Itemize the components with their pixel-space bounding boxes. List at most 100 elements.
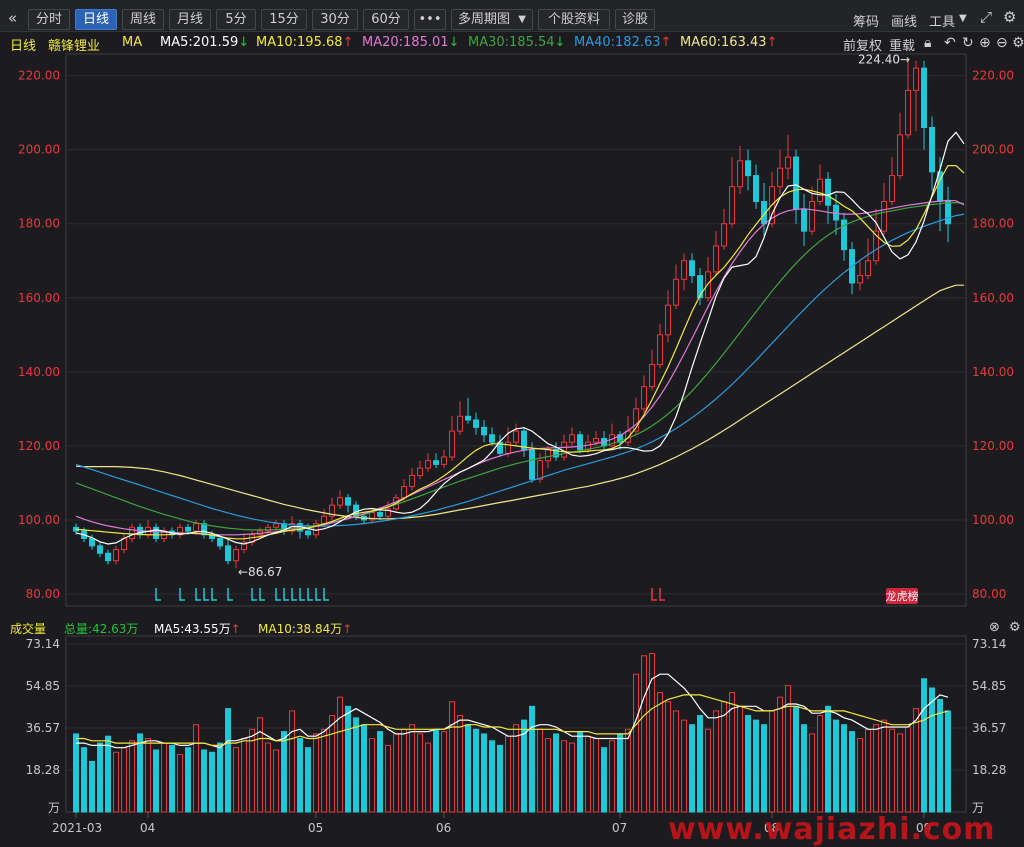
- volume-bar: [865, 728, 871, 813]
- high-price-annotation: 224.40→: [858, 52, 910, 66]
- price-tick-left: 120.00: [18, 439, 60, 453]
- volume-bar: [225, 708, 231, 813]
- ma5-value: MA5:201.59↓: [160, 35, 250, 50]
- candle-body: [905, 89, 911, 136]
- signal-mark: [283, 588, 289, 601]
- draw-line-button[interactable]: 画线: [891, 15, 918, 30]
- volume-bar: [193, 724, 199, 813]
- volume-bar: [793, 705, 799, 813]
- ma60-value: MA60:163.43↑: [680, 35, 778, 50]
- stock-info-button[interactable]: 个股资料: [538, 9, 610, 30]
- tab-30min[interactable]: 30分: [312, 9, 358, 30]
- candle-body: [641, 386, 647, 410]
- candle-body: [529, 449, 535, 480]
- candle: [713, 231, 719, 276]
- tools-button[interactable]: 工具: [929, 15, 956, 30]
- candle: [465, 397, 471, 424]
- tab-monthly[interactable]: 月线: [169, 9, 211, 30]
- zoom-in-icon[interactable]: ⊕: [979, 35, 991, 51]
- candle-body: [553, 449, 559, 458]
- volume-tick-right: 36.57: [972, 721, 1006, 735]
- candle-body: [897, 134, 903, 177]
- candle-body: [721, 223, 727, 247]
- candle: [145, 519, 151, 539]
- candle: [441, 449, 447, 469]
- low-price-annotation: ←86.67: [238, 565, 282, 579]
- volume-tick-left: 54.85: [26, 679, 60, 693]
- candle-body: [337, 497, 343, 506]
- collapse-left-icon[interactable]: «: [8, 9, 18, 27]
- candle-body: [265, 526, 271, 532]
- diagnose-button[interactable]: 诊股: [615, 9, 655, 30]
- volume-bar: [313, 733, 319, 813]
- candle: [201, 519, 207, 539]
- period-toolbar: « 分时 日线 周线 月线 5分 15分 30分 60分 ••• 多周期图 ▼ 个…: [0, 0, 1024, 32]
- tab-weekly[interactable]: 周线: [122, 9, 164, 30]
- more-periods-button[interactable]: •••: [414, 9, 446, 30]
- volume-bar: [529, 705, 535, 813]
- candle-body: [537, 460, 543, 480]
- reload-button[interactable]: 重载: [889, 39, 916, 54]
- volume-bar: [817, 715, 823, 813]
- volume-bar: [601, 747, 607, 813]
- candle-body: [617, 434, 623, 443]
- candle-body: [185, 526, 191, 532]
- candle: [689, 253, 695, 283]
- candle: [721, 208, 727, 250]
- candle: [521, 427, 527, 457]
- candle: [337, 490, 343, 509]
- settings-gear-icon[interactable]: ⚙: [1003, 8, 1017, 26]
- chevron-down-icon[interactable]: ▼: [959, 13, 967, 24]
- settings-gear-icon[interactable]: ⚙: [1012, 35, 1024, 51]
- settings-gear-icon[interactable]: ⚙: [1009, 620, 1021, 635]
- candle-body: [305, 530, 311, 536]
- candle: [809, 186, 815, 235]
- volume-ma10-line: [76, 694, 949, 747]
- candle: [641, 375, 647, 413]
- candle-body: [329, 504, 335, 517]
- volume-bar: [121, 747, 127, 813]
- candle-body: [545, 449, 551, 462]
- candle-body: [929, 126, 935, 173]
- candle: [873, 208, 879, 265]
- candle-body: [809, 201, 815, 232]
- candle: [753, 164, 759, 209]
- chevron-down-icon: ▼: [518, 14, 526, 25]
- price-tick-left: 100.00: [18, 513, 60, 527]
- candle: [233, 545, 239, 569]
- tab-15min[interactable]: 15分: [261, 9, 307, 30]
- volume-bar: [937, 698, 943, 813]
- chips-button[interactable]: 筹码: [853, 15, 880, 30]
- signal-mark: [315, 588, 321, 601]
- lock-icon[interactable]: 🔒︎: [924, 35, 932, 51]
- candle-body: [345, 497, 351, 506]
- close-icon[interactable]: ⊗: [989, 620, 1000, 635]
- undo-icon[interactable]: ↶: [944, 35, 956, 51]
- signal-mark: [659, 588, 665, 601]
- volume-bar: [481, 733, 487, 813]
- candle-body: [241, 541, 247, 551]
- volume-bar: [489, 740, 495, 813]
- fullscreen-icon[interactable]: ⤢: [980, 8, 993, 26]
- adjust-button[interactable]: 前复权: [843, 39, 883, 54]
- tab-intraday[interactable]: 分时: [28, 9, 70, 30]
- tab-daily[interactable]: 日线: [75, 9, 117, 30]
- candle: [409, 468, 415, 491]
- volume-bar: [329, 715, 335, 813]
- candle: [313, 519, 319, 539]
- zoom-out-icon[interactable]: ⊖: [996, 35, 1008, 51]
- tab-5min[interactable]: 5分: [216, 9, 256, 30]
- multi-period-dropdown[interactable]: 多周期图 ▼: [451, 9, 533, 30]
- candle: [665, 290, 671, 343]
- candle: [865, 238, 871, 280]
- volume-bar: [697, 715, 703, 813]
- candle: [729, 157, 735, 228]
- volume-bar: [185, 747, 191, 813]
- candle-body: [385, 508, 391, 517]
- ma20-line: [75, 199, 965, 536]
- candle-body: [881, 201, 887, 232]
- tab-60min[interactable]: 60分: [363, 9, 409, 30]
- candle-body: [825, 178, 831, 206]
- refresh-icon[interactable]: ↻: [962, 35, 974, 51]
